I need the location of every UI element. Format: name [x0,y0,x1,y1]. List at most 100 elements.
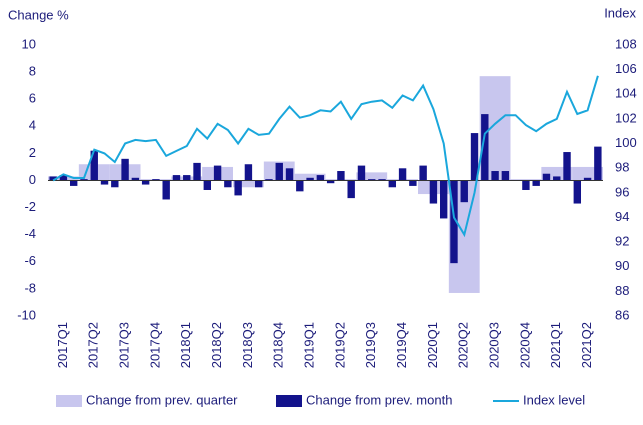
x-tick-label: 2019Q1 [302,322,317,368]
month-bar [368,179,376,181]
x-tick-label: 2019Q2 [332,322,347,368]
y-tick-label: -6 [24,253,36,268]
x-tick-label: 2017Q3 [117,322,132,368]
y2-tick-label: 98 [615,160,629,175]
month-bar [59,175,68,181]
month-bar [234,180,242,196]
month-bar [357,165,366,181]
month-bar [553,176,561,181]
y-tick-label: -10 [17,307,36,322]
y2-tick-label: 100 [615,135,637,150]
month-bar [409,180,417,186]
month-bar [183,175,191,181]
month-bar [388,180,397,188]
y-tick-label: 4 [29,118,36,133]
legend-swatch [56,395,82,407]
y-tick-label: -4 [24,226,36,241]
y2-tick-label: 86 [615,307,629,322]
x-tick-label: 2018Q4 [271,322,286,368]
month-bar [316,175,325,181]
x-tick-label: 2020Q1 [425,322,440,368]
month-bar [481,114,489,181]
month-bar [460,180,468,203]
month-bar [532,180,540,186]
y2-tick-label: 106 [615,61,637,76]
month-bar [111,180,119,188]
month-bar [172,175,181,181]
month-bar [522,180,530,190]
month-bar [275,162,283,181]
y-tick-label: 2 [29,145,36,160]
month-bar [573,180,582,204]
month-bar [306,177,314,181]
y-tick-label: 6 [29,91,36,106]
month-bar [398,168,407,181]
x-tick-label: 2018Q3 [240,322,255,368]
x-tick-label: 2018Q1 [178,322,193,368]
x-tick-label: 2020Q3 [487,322,502,368]
month-bar [265,179,273,181]
month-bar [583,177,592,181]
month-bar [337,171,345,181]
month-bar [501,171,510,181]
month-bar [213,165,222,181]
month-bar [152,179,160,181]
month-bar [326,180,335,184]
month-bar [491,171,499,181]
x-tick-label: 2021Q1 [548,322,563,368]
month-bar [378,179,386,181]
x-tick-label: 2020Q2 [456,322,471,368]
index-line [52,75,599,238]
month-bar [347,180,355,199]
x-tick-label: 2020Q4 [517,322,532,368]
y2-tick-label: 96 [615,184,629,199]
y2-tick-label: 92 [615,234,629,249]
month-bar [224,180,232,188]
quarter-bar [356,172,388,181]
legend-label: Change from prev. quarter [86,392,238,407]
y2-tick-label: 88 [615,283,629,298]
month-bar [542,173,551,181]
x-tick-label: 2019Q3 [363,322,378,368]
y-tick-label: -2 [24,199,36,214]
month-bar [450,180,458,264]
month-bar [69,180,78,186]
y-tick-label: 0 [29,172,36,187]
x-tick-label: 2017Q4 [147,322,162,368]
month-bar [285,168,294,181]
y-tick-label: -8 [24,280,36,295]
month-bar [203,180,212,190]
quarter-bar [510,179,542,181]
month-bar [419,165,427,181]
x-tick-label: 2018Q2 [209,322,224,368]
y2-tick-label: 102 [615,110,637,125]
month-bar [141,180,150,185]
y2-tick-label: 104 [615,86,637,101]
month-bar [90,150,98,181]
month-bar [193,162,201,181]
y2-tick-label: 90 [615,258,629,273]
y2-tick-label: 94 [615,209,629,224]
y2-tick-label: 108 [615,36,637,51]
month-bar [563,152,571,181]
month-bar [80,179,88,181]
y2-axis-title: Index [604,5,636,20]
month-bar [470,133,479,181]
y-tick-label: 10 [22,36,36,51]
month-bar [131,177,140,181]
x-tick-label: 2017Q1 [55,322,70,368]
month-bar [244,164,253,181]
legend-swatch [276,395,302,407]
month-bar [439,180,448,219]
month-bar [254,180,263,188]
quarter-bar [294,173,326,181]
quarter-bar [233,180,264,188]
x-tick-label: 2017Q2 [86,322,101,368]
month-bar [121,158,129,181]
month-bar [49,176,57,181]
legend-label: Index level [523,392,585,407]
month-bar [100,180,109,185]
y-tick-label: 8 [29,64,36,79]
legend-label: Change from prev. month [306,392,452,407]
